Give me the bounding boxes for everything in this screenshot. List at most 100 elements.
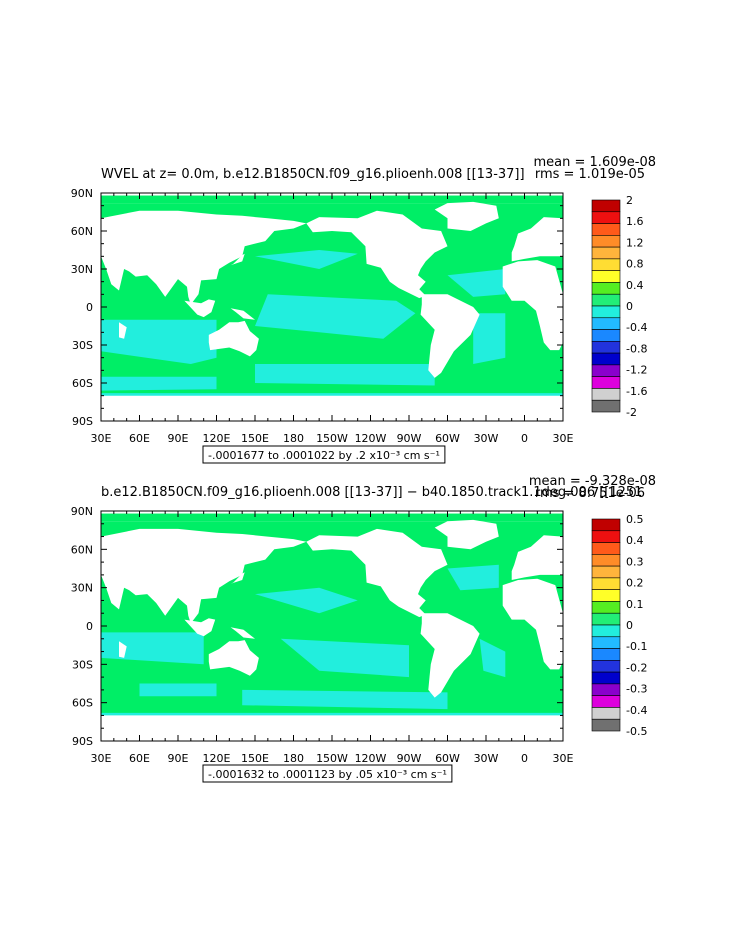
colorbar-box bbox=[591, 565, 621, 579]
land-mask-6 bbox=[208, 320, 259, 357]
land-mask-10 bbox=[230, 572, 245, 584]
colorbar-box bbox=[591, 270, 621, 283]
x-tick-label: 150W bbox=[316, 432, 348, 445]
y-tick-label: 30S bbox=[72, 339, 93, 352]
colorbar-box bbox=[591, 258, 621, 271]
y-tick-label: 0 bbox=[86, 620, 93, 633]
land-mask-2 bbox=[434, 201, 499, 231]
x-tick-label: 180 bbox=[283, 752, 304, 765]
colorbar-label: -0.5 bbox=[626, 725, 647, 738]
x-tick-label: 30W bbox=[474, 752, 499, 765]
land-mask-9 bbox=[230, 627, 255, 639]
negative-patch-5 bbox=[447, 269, 506, 297]
x-tick-label: 30W bbox=[474, 432, 499, 445]
colorbar-label: 1.2 bbox=[626, 236, 644, 249]
negative-patch-2 bbox=[255, 364, 435, 386]
negative-patch-4 bbox=[447, 564, 499, 591]
x-tick-label: 30E bbox=[91, 752, 112, 765]
colorbar-box bbox=[591, 589, 621, 602]
stat-mean: mean = -9.328e-08 bbox=[529, 474, 656, 489]
colorbar-box bbox=[591, 305, 621, 319]
y-tick-label: 0 bbox=[86, 301, 93, 314]
colorbar-label: 0.4 bbox=[626, 279, 644, 292]
negative-patch-7 bbox=[139, 683, 217, 697]
y-tick-label: 30N bbox=[71, 263, 93, 276]
y-tick-label: 60N bbox=[71, 543, 93, 556]
colorbar-box bbox=[591, 364, 621, 377]
colorbar-box bbox=[591, 530, 621, 543]
y-tick-label: 60S bbox=[72, 377, 93, 390]
land-mask-9 bbox=[230, 308, 255, 320]
colorbar-box bbox=[591, 211, 621, 224]
y-tick-label: 90N bbox=[71, 187, 93, 200]
negative-patch-3 bbox=[473, 313, 506, 364]
land-mask-11 bbox=[516, 233, 525, 244]
colorbar-label: 0.3 bbox=[626, 555, 644, 568]
colorbar-box bbox=[591, 660, 621, 673]
colorbar-box bbox=[591, 246, 621, 260]
x-tick-label: 60E bbox=[129, 432, 150, 445]
colorbar-box bbox=[591, 577, 621, 590]
range-subtitle: -.0001677 to .0001022 by .2 x10⁻³ cm s⁻¹ bbox=[208, 449, 440, 462]
colorbar-label: -0.2 bbox=[626, 661, 647, 674]
x-tick-label: 60E bbox=[129, 752, 150, 765]
land-mask-12 bbox=[119, 641, 127, 658]
stat-mean: mean = 1.609e-08 bbox=[534, 155, 656, 170]
colorbar-label: -0.3 bbox=[626, 683, 647, 696]
x-tick-label: 120W bbox=[355, 752, 387, 765]
colorbar-label: 0.5 bbox=[626, 513, 644, 526]
x-tick-label: 60W bbox=[435, 752, 460, 765]
colorbar-label: 0.8 bbox=[626, 258, 644, 271]
land-mask-7 bbox=[101, 395, 563, 421]
colorbar-box bbox=[591, 352, 621, 366]
x-tick-label: 150W bbox=[316, 752, 348, 765]
land-mask-5 bbox=[511, 217, 563, 262]
x-tick-label: 90W bbox=[397, 752, 422, 765]
negative-patch-6 bbox=[255, 250, 358, 269]
colorbar-box bbox=[591, 624, 621, 638]
colorbar-box bbox=[591, 329, 621, 342]
x-tick-label: 90W bbox=[397, 432, 422, 445]
arctic-band bbox=[101, 513, 563, 522]
colorbar-label: 0.2 bbox=[626, 577, 644, 590]
colorbar-box bbox=[591, 341, 621, 354]
colorbar-box bbox=[591, 648, 621, 661]
negative-patch-0 bbox=[101, 319, 217, 364]
colorbar-box bbox=[591, 612, 621, 626]
land-mask-4 bbox=[101, 210, 307, 305]
subtitle-box bbox=[202, 764, 453, 783]
land-mask-8 bbox=[184, 618, 216, 637]
colorbar-label: 0 bbox=[626, 300, 633, 313]
map-panel-1: 30E 60E 90E 120E 150E 180 150W 120W 90W 60W 30W 0 30… bbox=[71, 155, 656, 464]
colorbar-label: -2 bbox=[626, 406, 637, 419]
x-tick-label: 120E bbox=[203, 752, 231, 765]
panel-title: b.e12.B1850CN.f09_g16.plioenh.008 [[13-3… bbox=[101, 485, 642, 500]
colorbar-box bbox=[591, 554, 621, 567]
x-tick-label: 30E bbox=[553, 752, 574, 765]
x-tick-label: 60W bbox=[435, 432, 460, 445]
subtitle-box bbox=[202, 445, 446, 464]
ocean-field bbox=[101, 195, 563, 421]
colorbar-label: -0.4 bbox=[626, 704, 647, 717]
colorbar-box bbox=[591, 542, 621, 555]
colorbar-label: 1.6 bbox=[626, 215, 644, 228]
x-tick-label: 150E bbox=[241, 752, 269, 765]
negative-patch-1 bbox=[255, 294, 416, 339]
negative-patch-0 bbox=[101, 632, 204, 665]
stat-rms: rms = 1.019e-05 bbox=[535, 167, 645, 182]
colorbar-label: -0.8 bbox=[626, 342, 647, 355]
colorbar-box bbox=[591, 695, 621, 708]
stat-rms: rms = 8.751e-06 bbox=[535, 486, 645, 501]
colorbar-box bbox=[591, 671, 621, 685]
colorbar-box bbox=[591, 718, 621, 732]
land-mask-0 bbox=[306, 210, 448, 299]
y-tick-label: 90S bbox=[72, 735, 93, 748]
land-mask-5 bbox=[511, 535, 563, 580]
colorbar-box bbox=[591, 707, 621, 720]
negative-patch-1 bbox=[255, 587, 358, 614]
colorbar-box bbox=[591, 601, 621, 614]
x-tick-label: 120E bbox=[203, 432, 231, 445]
y-tick-label: 30S bbox=[72, 658, 93, 671]
ocean-field bbox=[101, 513, 563, 741]
range-subtitle: -.0001632 to .0001123 by .05 x10⁻³ cm s⁻… bbox=[208, 768, 447, 781]
